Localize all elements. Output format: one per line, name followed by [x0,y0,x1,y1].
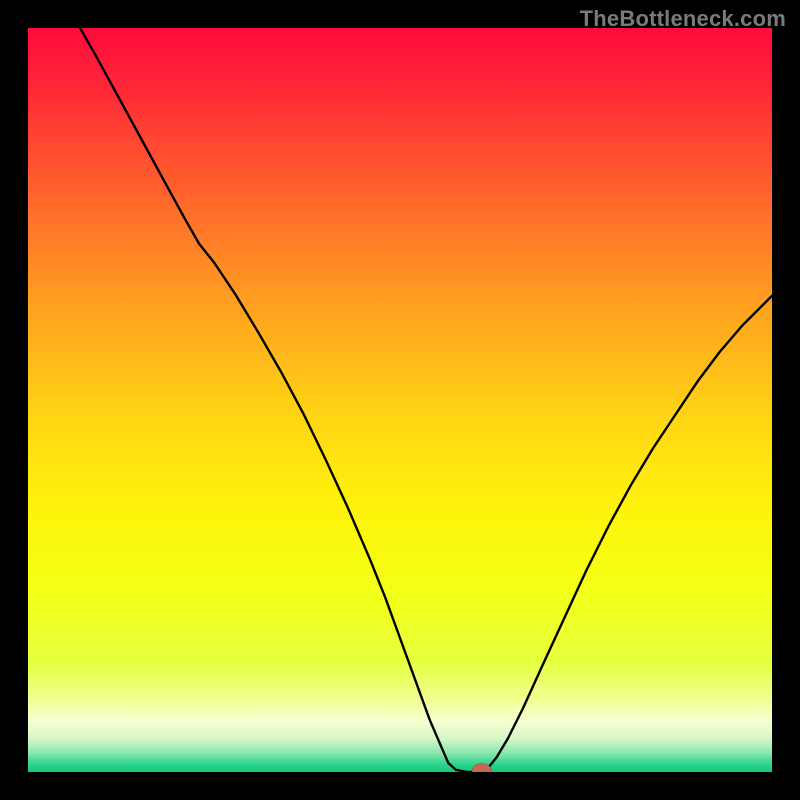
chart-frame: TheBottleneck.com [0,0,800,800]
plot-svg [28,28,772,772]
optimum-marker [472,764,491,772]
plot-area [28,28,772,772]
gradient-background [28,28,772,772]
watermark-label: TheBottleneck.com [580,6,786,32]
